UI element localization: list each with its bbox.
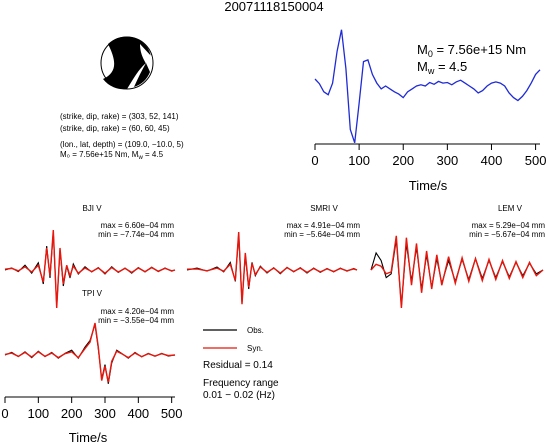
observed-waveform-smri <box>186 233 358 303</box>
frequency-range-label: Frequency range <box>203 378 279 389</box>
waveform-traces <box>4 229 544 384</box>
waveform-x-tick-label: 400 <box>127 406 149 421</box>
frequency-range-value: 0.01 − 0.02 (Hz) <box>203 390 275 401</box>
stf-waveform <box>314 29 541 144</box>
synthetic-waveform-tpi <box>4 322 176 383</box>
stf-x-ticks: 0 100 200 300 400 500 <box>311 144 546 168</box>
legend: Obs. Syn. <box>203 326 264 353</box>
station-tpi-name: TPI V <box>82 289 103 298</box>
figure-title: 20071118150004 <box>224 0 323 14</box>
station-smri-max: max = 4.91e−04 mm <box>287 221 361 230</box>
stf-x-tick-label: 0 <box>311 153 318 168</box>
synthetic-waveform-smri <box>186 231 358 305</box>
stf-x-tick-label: 400 <box>481 153 503 168</box>
waveform-x-tick-label: 100 <box>27 406 49 421</box>
waveform-x-tick-label: 0 <box>1 406 8 421</box>
station-lem-name: LEM V <box>498 204 523 213</box>
nodal-plane-1: (strike, dip, rake) = (303, 52, 141) <box>60 112 179 121</box>
source-time-function-plot: 0 100 200 300 400 500 Time/s M0 = 7.56e+15 Nm… <box>311 29 546 193</box>
source-moment: M₀ = 7.56e+15 Nm, Mw = 4.5 <box>60 150 164 161</box>
station-bji-min: min = −7.74e−04 mm <box>98 230 174 239</box>
waveform-x-tick-label: 300 <box>94 406 116 421</box>
stf-x-label: Time/s <box>409 178 448 193</box>
legend-obs-label: Obs. <box>247 326 264 335</box>
residual-value: Residual = 0.14 <box>203 360 273 371</box>
stf-x-tick-label: 100 <box>348 153 370 168</box>
station-smri-name: SMRI V <box>310 204 338 213</box>
stf-x-tick-label: 500 <box>525 153 547 168</box>
synthetic-waveform-bji <box>4 229 176 309</box>
stf-x-tick-label: 200 <box>392 153 414 168</box>
nodal-plane-2: (strike, dip, rake) = (60, 60, 45) <box>60 124 170 133</box>
synthetic-waveform-lem <box>370 235 544 309</box>
stf-m0-label: M0 = 7.56e+15 Nm <box>417 42 526 59</box>
stf-x-tick-label: 300 <box>437 153 459 168</box>
station-tpi-min: min = −3.55e−04 mm <box>98 316 174 325</box>
station-bji-name: BJI V <box>82 204 102 213</box>
waveform-x-tick-label: 200 <box>61 406 83 421</box>
focal-mechanism-beachball <box>100 36 154 90</box>
waveform-x-tick-label: 500 <box>161 406 183 421</box>
source-location: (lon., lat, depth) = (109.0, −10.0, 5) <box>60 140 184 149</box>
station-lem-min: min = −5.67e−04 mm <box>469 230 545 239</box>
station-lem-max: max = 5.29e−04 mm <box>472 221 546 230</box>
waveform-time-axis: 0 100 200 300 400 500 Time/s <box>1 396 183 445</box>
legend-syn-label: Syn. <box>247 344 263 353</box>
stf-mw-label: Mw = 4.5 <box>417 59 467 76</box>
station-bji-max: max = 6.60e−04 mm <box>101 221 175 230</box>
station-tpi-max: max = 4.20e−04 mm <box>101 307 175 316</box>
waveform-x-label: Time/s <box>69 430 108 445</box>
station-smri-min: min = −5.64e−04 mm <box>284 230 360 239</box>
waveform-x-ticks: 0 100 200 300 400 500 <box>1 397 183 421</box>
